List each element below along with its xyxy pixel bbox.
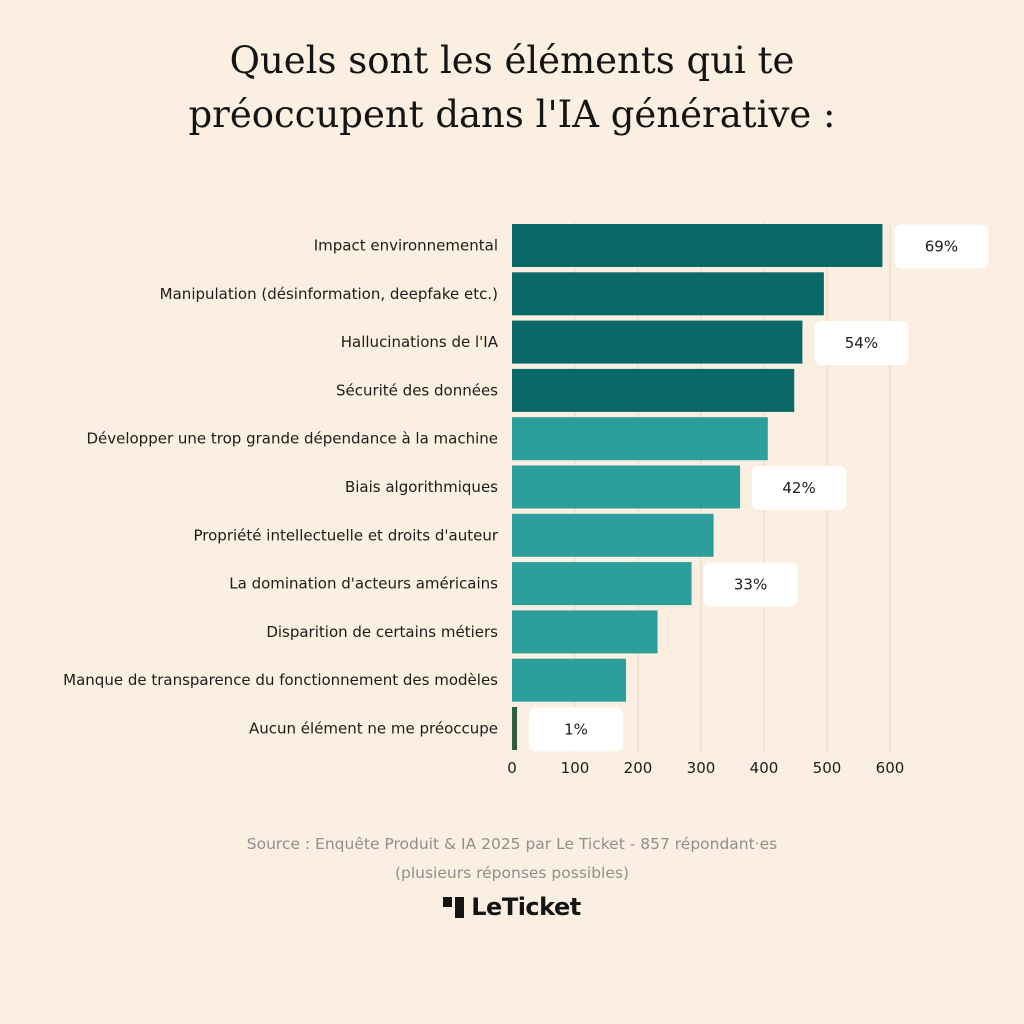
category-label: Propriété intellectuelle et droits d'aut… bbox=[194, 526, 499, 544]
data-label-text: 69% bbox=[925, 238, 958, 256]
bar bbox=[512, 513, 714, 557]
source-line-1: Source : Enquête Produit & IA 2025 par L… bbox=[246, 835, 778, 853]
bar bbox=[512, 272, 824, 316]
bar bbox=[512, 465, 741, 509]
category-label: Manipulation (désinformation, deepfake e… bbox=[160, 285, 498, 303]
data-label: 69% bbox=[894, 224, 989, 269]
brand-name: LeTicket bbox=[471, 893, 581, 921]
data-label: 33% bbox=[703, 562, 798, 607]
logo-square-shape bbox=[443, 896, 453, 907]
category-label: Hallucinations de l'IA bbox=[341, 333, 499, 351]
bar bbox=[512, 658, 627, 702]
category-labels: Impact environnemental Manipulation (dési… bbox=[63, 237, 499, 738]
data-label-box bbox=[814, 321, 909, 366]
source-line-2: (plusieurs réponses possibles) bbox=[394, 864, 630, 882]
x-tick-label: 0 bbox=[507, 759, 517, 777]
x-tick-label: 300 bbox=[687, 759, 716, 777]
bar bbox=[512, 610, 658, 654]
data-label: 42% bbox=[752, 466, 847, 510]
chart-title-line-2: préoccupent dans l'IA générative : bbox=[188, 93, 836, 136]
category-label: La domination d'acteurs américains bbox=[229, 575, 498, 593]
category-label: Manque de transparence du fonctionnement… bbox=[63, 671, 498, 689]
logo-bar-shape bbox=[455, 896, 465, 918]
source-note: Source : Enquête Produit & IA 2025 par L… bbox=[0, 830, 1024, 888]
bar bbox=[512, 417, 768, 461]
data-labels: 69% 54% 42% 33% 1% bbox=[529, 224, 989, 752]
x-tick-label: 100 bbox=[561, 759, 590, 777]
bar bbox=[512, 707, 518, 750]
data-label-text: 1% bbox=[564, 721, 588, 739]
data-label-text: 54% bbox=[845, 334, 878, 352]
data-label-box bbox=[894, 224, 989, 269]
chart-title: Quels sont les éléments qui te préoccupe… bbox=[0, 34, 1024, 142]
bar bbox=[512, 320, 803, 364]
category-label: Aucun élément ne me préoccupe bbox=[249, 720, 498, 738]
data-label-box bbox=[752, 466, 847, 510]
chart-title-line-1: Quels sont les éléments qui te bbox=[229, 39, 795, 82]
data-label: 1% bbox=[529, 707, 624, 752]
category-label: Disparition de certains métiers bbox=[266, 623, 498, 641]
data-label-text: 33% bbox=[734, 576, 767, 594]
data-label-box bbox=[703, 562, 798, 607]
x-axis-ticks: 0 100 200 300 400 500 600 bbox=[507, 759, 904, 777]
bar bbox=[512, 224, 883, 267]
data-label-text: 42% bbox=[782, 479, 815, 497]
category-label: Développer une trop grande dépendance à … bbox=[86, 430, 498, 448]
x-tick-label: 400 bbox=[750, 759, 779, 777]
bar bbox=[512, 562, 692, 606]
category-label: Impact environnemental bbox=[314, 237, 498, 255]
x-tick-label: 200 bbox=[624, 759, 653, 777]
bars bbox=[512, 224, 883, 750]
x-tick-label: 500 bbox=[813, 759, 842, 777]
category-label: Sécurité des données bbox=[336, 381, 498, 399]
brand-logo: LeTicket bbox=[0, 893, 1024, 921]
category-label: Biais algorithmiques bbox=[345, 478, 498, 496]
data-label-box bbox=[529, 707, 624, 752]
data-label: 54% bbox=[814, 321, 909, 366]
x-tick-label: 600 bbox=[876, 759, 905, 777]
bar bbox=[512, 368, 795, 412]
le-ticket-logo-icon bbox=[443, 896, 465, 918]
